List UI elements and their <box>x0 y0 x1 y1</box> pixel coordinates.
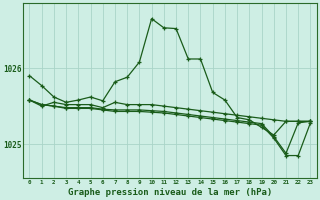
X-axis label: Graphe pression niveau de la mer (hPa): Graphe pression niveau de la mer (hPa) <box>68 188 272 197</box>
